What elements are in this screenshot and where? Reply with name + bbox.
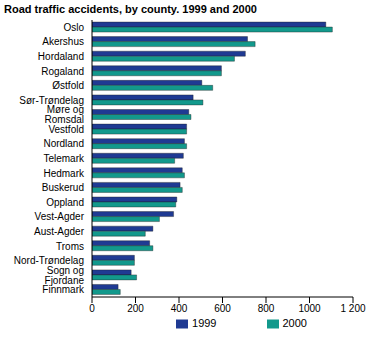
- svg-text:Telemark: Telemark: [43, 153, 85, 164]
- svg-text:1 200: 1 200: [340, 303, 363, 314]
- svg-text:Nordland: Nordland: [43, 138, 84, 149]
- svg-text:Buskerud: Buskerud: [42, 182, 84, 193]
- svg-text:Vest-Agder: Vest-Agder: [35, 211, 85, 222]
- svg-text:Aust-Agder: Aust-Agder: [34, 226, 85, 237]
- svg-text:Rogaland: Rogaland: [41, 66, 84, 77]
- html-text:Road traffic accidents, by cou: Road traffic accidents, by county. 1999 …: [4, 3, 257, 15]
- svg-text:Oslo: Oslo: [63, 22, 84, 33]
- svg-text:Nord-Trøndelag: Nord-Trøndelag: [13, 255, 84, 267]
- svg-text:1000: 1000: [298, 303, 321, 314]
- svg-text:600: 600: [214, 303, 231, 314]
- html-text:1999: 1999: [192, 317, 217, 329]
- svg-text:Hordaland: Hordaland: [38, 51, 84, 62]
- svg-text:Møre ogRomsdal: Møre ogRomsdal: [45, 104, 84, 125]
- svg-text:Hedmark: Hedmark: [43, 168, 85, 179]
- svg-text:Sør-Trøndelag: Sør-Trøndelag: [19, 94, 84, 106]
- svg-text:Østfold: Østfold: [52, 80, 84, 91]
- svg-text:Akershus: Akershus: [42, 36, 84, 47]
- svg-text:Vestfold: Vestfold: [48, 124, 84, 135]
- svg-text:800: 800: [258, 303, 275, 314]
- svg-text:Finnmark: Finnmark: [42, 284, 85, 295]
- svg-text:Oppland: Oppland: [46, 197, 84, 208]
- svg-text:Troms: Troms: [56, 241, 84, 252]
- html-text:2000: 2000: [282, 317, 307, 329]
- svg-text:200: 200: [127, 303, 144, 314]
- svg-text:Sogn ogFjordane: Sogn ogFjordane: [45, 265, 85, 286]
- svg-text:400: 400: [171, 303, 188, 314]
- svg-text:0: 0: [89, 303, 95, 314]
